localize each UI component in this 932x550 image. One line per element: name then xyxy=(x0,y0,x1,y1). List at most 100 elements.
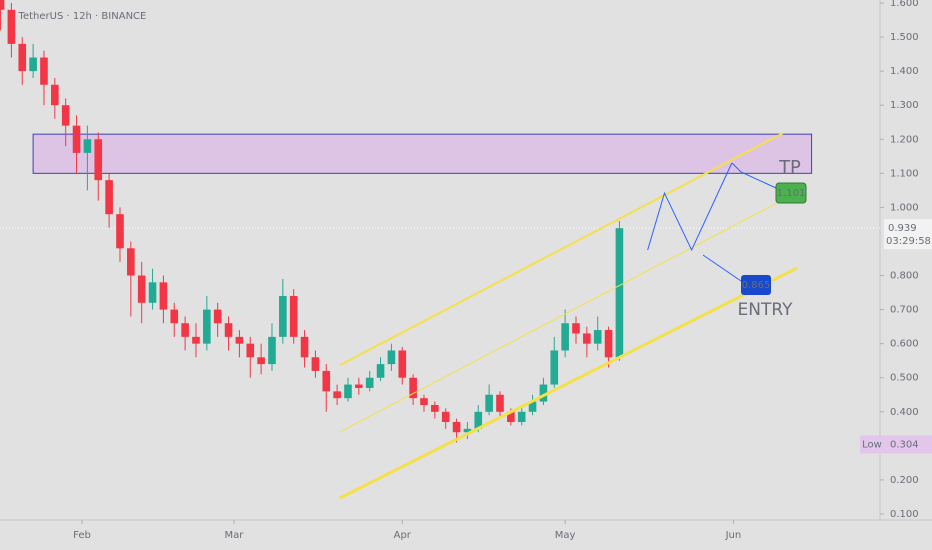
candle-body xyxy=(94,139,103,181)
candle-body xyxy=(105,180,113,215)
candle-body xyxy=(485,394,493,412)
candle-body xyxy=(246,343,255,358)
candle-body xyxy=(572,323,580,334)
candle-body xyxy=(137,275,146,303)
candle-body xyxy=(604,330,613,358)
candle-body xyxy=(235,336,244,344)
candle-body xyxy=(528,401,537,412)
y-tick-label: 1.400 xyxy=(890,66,919,77)
y-tick-label: 0.500 xyxy=(890,373,919,384)
chart-title: / TetherUS · 12h · BINANCE xyxy=(12,11,146,22)
entry-badge-label: 0.865 xyxy=(742,280,771,291)
trend-drawing xyxy=(339,132,784,367)
last-price-box xyxy=(884,219,932,250)
candle-body xyxy=(72,125,81,153)
low-tag-label: Low xyxy=(862,440,882,451)
candle-body xyxy=(311,357,320,371)
y-tick-label: 0.400 xyxy=(890,407,919,418)
candle-body xyxy=(127,248,135,276)
candle-body xyxy=(224,323,233,337)
trend-drawing xyxy=(339,199,784,433)
candle-body xyxy=(268,336,276,365)
y-tick-label: 0.100 xyxy=(890,509,919,520)
candle-body xyxy=(203,309,211,344)
y-tick-label: 0.700 xyxy=(890,305,919,316)
tp-text: TP xyxy=(778,157,801,178)
candle-body xyxy=(550,350,559,385)
candle-body xyxy=(355,384,363,388)
y-tick-label: 1.600 xyxy=(890,0,919,9)
y-tick-label: 0.800 xyxy=(890,271,919,282)
candle-body xyxy=(192,336,200,344)
candle-body xyxy=(51,84,59,106)
candle-body xyxy=(40,57,48,85)
entry-badge xyxy=(741,275,771,295)
candle-body xyxy=(452,422,461,433)
candle-body xyxy=(420,398,428,405)
y-tick-label: 0.600 xyxy=(890,339,919,350)
resistance-zone xyxy=(32,133,813,174)
candle-body xyxy=(289,295,298,337)
candle-body xyxy=(593,330,602,344)
candle-body xyxy=(474,411,483,429)
tp-badge xyxy=(775,182,807,204)
y-tick-label: 1.100 xyxy=(890,168,919,179)
low-price-label: 0.304 xyxy=(890,440,919,451)
candle-body xyxy=(615,228,624,358)
candle-body xyxy=(300,336,309,358)
last-price-label: 0.939 xyxy=(888,223,917,234)
y-tick-label: 1.000 xyxy=(890,202,919,213)
candle-body xyxy=(0,0,5,10)
candle-body xyxy=(387,350,396,365)
y-tick-label: 1.300 xyxy=(890,100,919,111)
tp-badge-label: 1.101 xyxy=(777,188,806,199)
candle-body xyxy=(441,411,450,423)
y-tick-label: 1.200 xyxy=(890,134,919,145)
y-tick-label: 1.500 xyxy=(890,32,919,43)
entry-pointer xyxy=(702,254,742,282)
tp-pointer xyxy=(731,162,777,189)
candle-body xyxy=(213,309,222,324)
candle-body xyxy=(116,214,124,249)
candle-body xyxy=(463,428,472,433)
candle-body xyxy=(279,295,287,337)
candle-body xyxy=(257,357,265,365)
x-tick-label: Apr xyxy=(394,530,412,541)
x-tick-label: Feb xyxy=(73,530,91,541)
candle-body xyxy=(431,404,439,412)
candle-body xyxy=(18,43,27,72)
candle-body xyxy=(517,411,526,423)
trend-drawing xyxy=(647,162,733,252)
candle-body xyxy=(376,364,385,378)
candle-body xyxy=(539,384,548,402)
entry-text: ENTRY xyxy=(738,300,794,320)
low-tag xyxy=(860,435,884,454)
trend-drawing xyxy=(339,266,798,500)
countdown: 03:29:58 xyxy=(886,236,931,247)
candle-body xyxy=(496,394,504,412)
candle-body xyxy=(344,384,352,399)
candle-body xyxy=(561,323,569,351)
candle-body xyxy=(583,333,591,344)
candle-body xyxy=(29,57,37,72)
x-tick-label: Mar xyxy=(225,530,245,541)
candle-body xyxy=(333,391,341,399)
candle-body xyxy=(409,377,417,399)
candle-body xyxy=(148,282,157,303)
candle-body xyxy=(322,370,331,392)
candle-body xyxy=(365,377,374,388)
y-tick-label: 0.200 xyxy=(890,475,919,486)
candle-body xyxy=(83,139,92,153)
candle-body xyxy=(181,323,189,337)
candle-body xyxy=(7,9,16,44)
candle-body xyxy=(61,105,70,126)
low-price-box xyxy=(884,435,932,454)
candle-body xyxy=(507,411,515,423)
x-tick-label: Jun xyxy=(725,530,742,541)
candle-body xyxy=(398,350,407,378)
candle-body xyxy=(159,282,168,310)
candle-body xyxy=(170,309,179,324)
x-tick-label: May xyxy=(555,530,576,541)
